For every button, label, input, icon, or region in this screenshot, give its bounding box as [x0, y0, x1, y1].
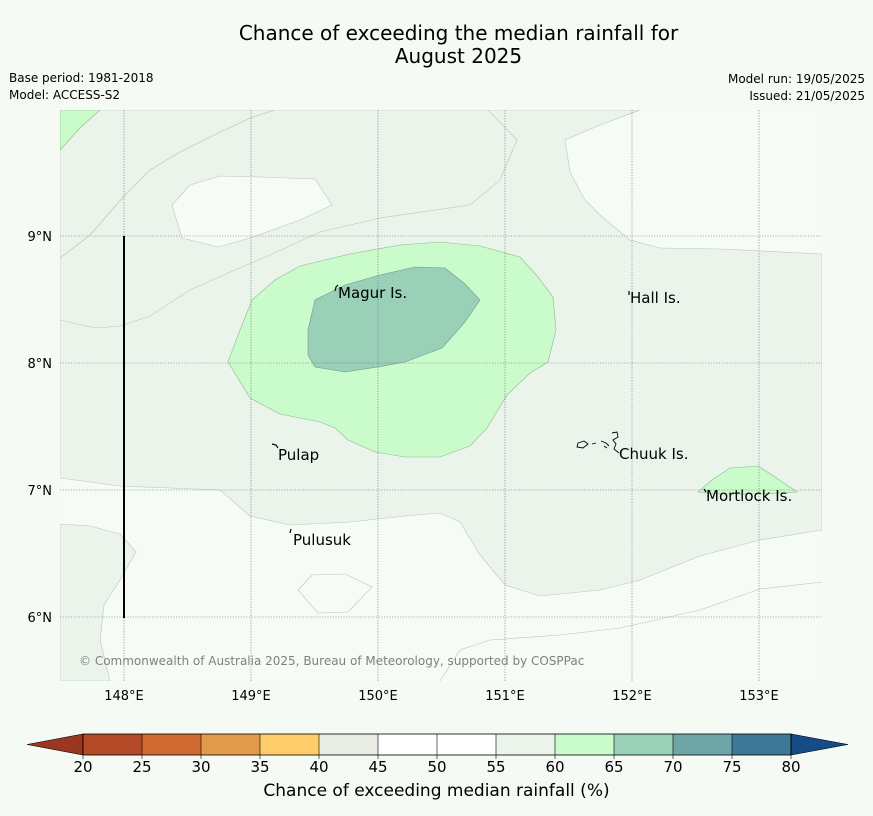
colorbar-tick-label: 70	[663, 758, 682, 776]
lon-label-151e: 151°E	[485, 689, 525, 704]
lon-label-153e: 153°E	[739, 689, 779, 704]
place-magur: Magur Is.	[338, 284, 407, 302]
base-period: Base period: 1981-2018	[9, 71, 154, 85]
colorbar-tick-label: 55	[486, 758, 505, 776]
latitude-labels: 9°N 8°N 7°N 6°N	[28, 230, 53, 626]
colorbar-segment	[673, 734, 732, 755]
place-pulusuk: Pulusuk	[293, 531, 351, 549]
lat-label-6n: 6°N	[28, 611, 53, 626]
place-labels: Magur Is. Hall Is. Pulap Chuuk Is. Mortl…	[278, 284, 792, 549]
colorbar-tick-label: 35	[250, 758, 269, 776]
contour-55-60-west	[60, 110, 276, 259]
colorbar-tick-label: 75	[722, 758, 741, 776]
colorbar-tick-label: 60	[545, 758, 564, 776]
model-run: Model run: 19/05/2025	[727, 72, 865, 86]
colorbar: 20 25 30 35 40 45 50 55 60 65 70 75 80	[26, 733, 849, 776]
colorbar-segment	[496, 734, 555, 755]
place-chuuk: Chuuk Is.	[619, 445, 688, 463]
map-area: Magur Is. Hall Is. Pulap Chuuk Is. Mortl…	[60, 110, 822, 681]
contour-white-hole-north	[171, 175, 333, 248]
run-info: Model run: 19/05/2025 Issued: 21/05/2025	[728, 71, 865, 105]
magur-island-shape	[334, 284, 339, 292]
colorbar-label: Chance of exceeding median rainfall (%)	[263, 781, 610, 801]
lon-label-149e: 149°E	[231, 689, 271, 704]
longitude-labels: 148°E 149°E 150°E 151°E 152°E 153°E	[104, 689, 779, 704]
chuuk-island-shape	[576, 431, 620, 454]
colorbar-segment	[319, 734, 378, 755]
title-line-1: Chance of exceeding the median rainfall …	[238, 21, 679, 45]
contour-white-hole-south	[297, 573, 373, 614]
lat-label-7n: 7°N	[28, 484, 53, 499]
colorbar-tick-label: 80	[781, 758, 800, 776]
colorbar-segment	[614, 734, 673, 755]
colorbar-segment	[201, 734, 260, 755]
lon-label-148e: 148°E	[104, 689, 144, 704]
contour-60-65-northwest	[60, 110, 101, 151]
colorbar-tick-label: 50	[427, 758, 446, 776]
gridlines	[60, 110, 822, 681]
colorbar-segment	[732, 734, 791, 755]
issued-date: Issued: 21/05/2025	[749, 89, 865, 103]
colorbar-segment	[83, 734, 142, 755]
lon-label-152e: 152°E	[612, 689, 652, 704]
colorbar-tick-label: 30	[191, 758, 210, 776]
place-mortlock: Mortlock Is.	[706, 487, 792, 505]
colorbar-tick-label: 45	[368, 758, 387, 776]
colorbar-tick-label: 20	[73, 758, 92, 776]
colorbar-tick-label: 65	[604, 758, 623, 776]
island-outlines	[271, 284, 707, 534]
colorbar-segment	[437, 734, 496, 755]
place-hall: Hall Is.	[630, 289, 681, 307]
colorbar-tick-label: 25	[132, 758, 151, 776]
pulusuk-island-shape	[289, 528, 292, 534]
contour-60-65-mortlock	[697, 465, 798, 495]
colorbar-segment	[378, 734, 437, 755]
contour-55-60-southwest	[60, 523, 137, 681]
colorbar-over-arrow	[790, 733, 849, 756]
mortlock-island-shape	[703, 488, 707, 493]
colorbar-under-arrow	[26, 733, 84, 756]
colorbar-tick-label: 40	[309, 758, 328, 776]
contour-65-70-central	[307, 266, 481, 373]
model-name: Model: ACCESS-S2	[9, 88, 121, 102]
colorbar-segment	[260, 734, 319, 755]
lat-label-8n: 8°N	[28, 357, 53, 372]
pulap-island-shape	[271, 443, 279, 449]
lat-label-9n: 9°N	[28, 230, 53, 245]
place-pulap: Pulap	[278, 446, 319, 464]
copyright-notice: © Commonwealth of Australia 2025, Bureau…	[79, 654, 584, 668]
map-title: Chance of exceeding the median rainfall …	[0, 22, 873, 68]
contour-line-southeast	[439, 581, 822, 681]
base-info: Base period: 1981-2018 Model: ACCESS-S2	[9, 70, 154, 104]
title-line-2: August 2025	[394, 44, 523, 68]
colorbar-segment	[555, 734, 614, 755]
lon-label-150e: 150°E	[358, 689, 398, 704]
colorbar-segment	[142, 734, 201, 755]
